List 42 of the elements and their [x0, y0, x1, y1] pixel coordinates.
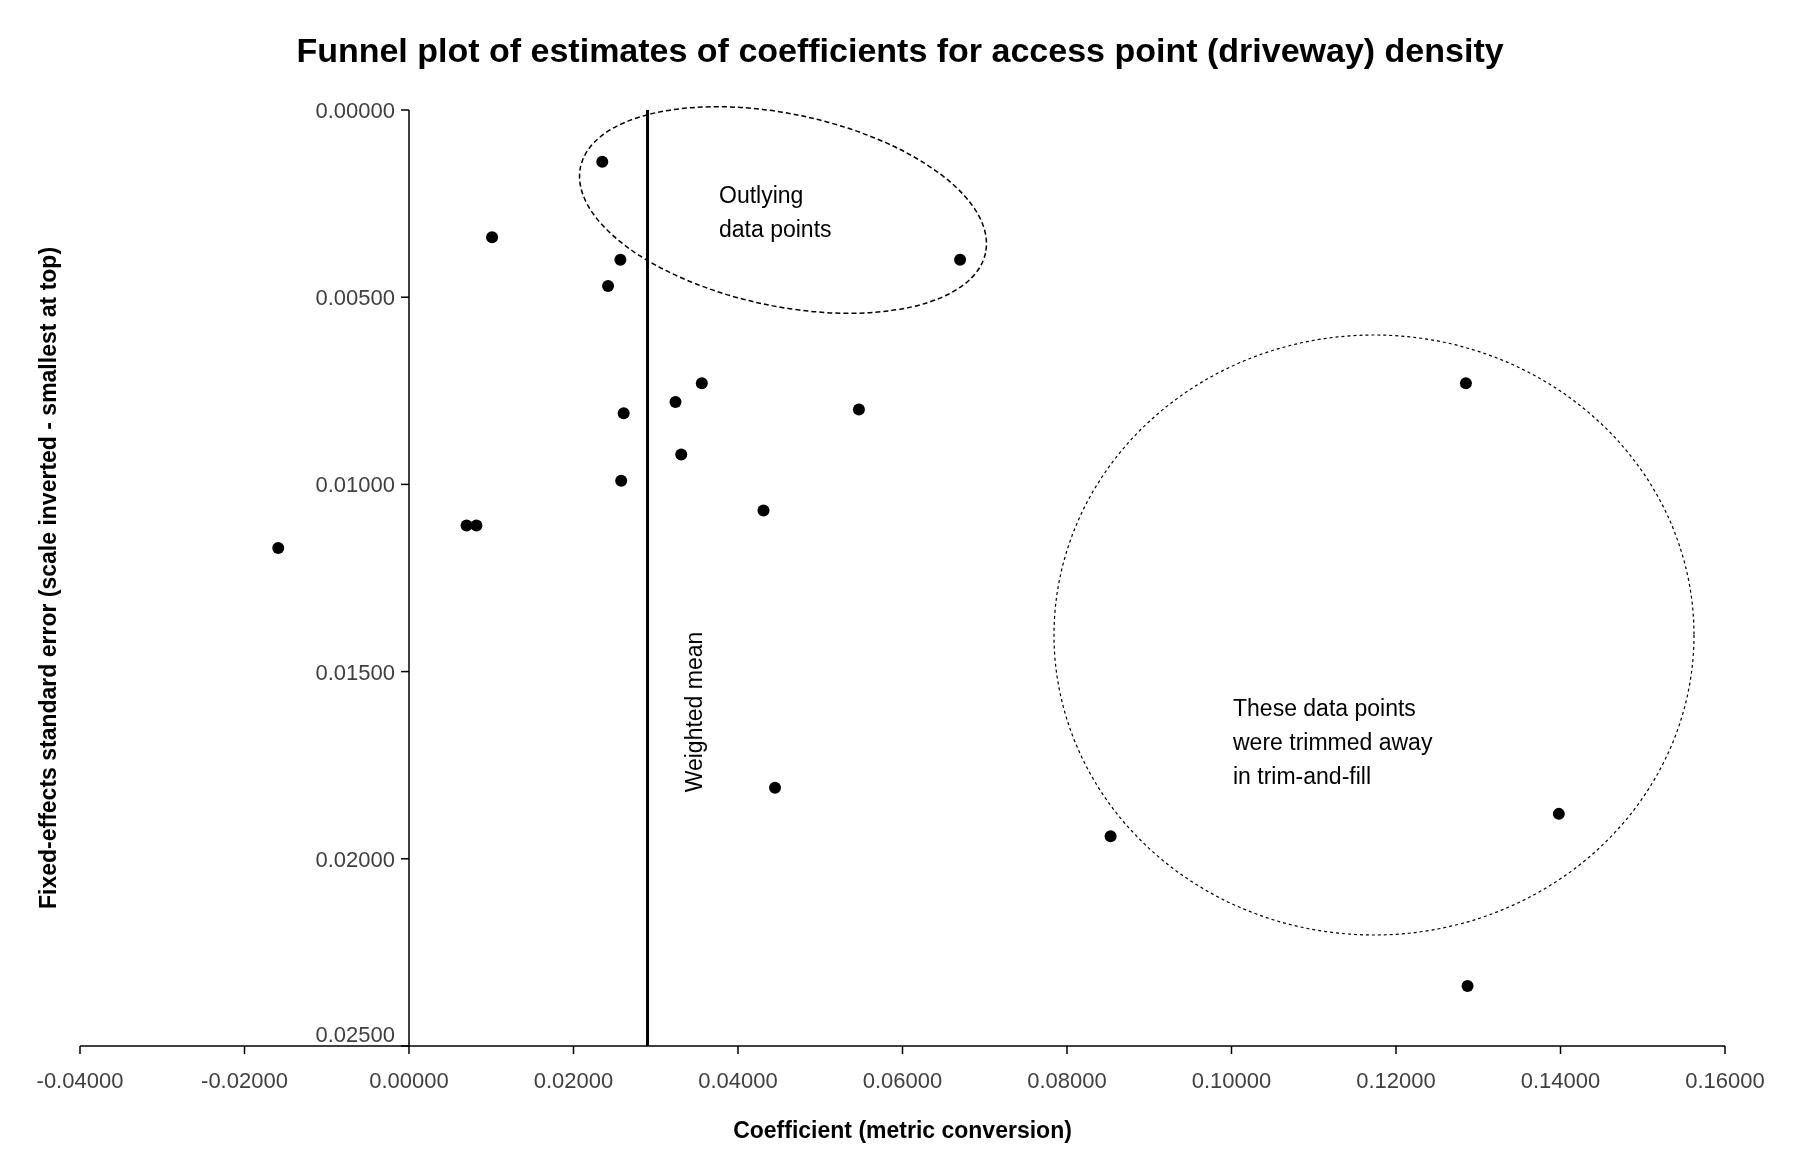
y-tick-label: 0.00000 [315, 98, 395, 123]
point [486, 231, 499, 244]
y-tick-label: 0.01000 [315, 472, 395, 498]
annotation: These data points were trimmed away in trim-and-fill [1232, 695, 1433, 789]
y-tick-label: 0.01500 [315, 659, 395, 685]
x-tick-label: 0.14000 [1520, 1068, 1601, 1093]
point [614, 253, 627, 266]
point [1104, 830, 1117, 843]
point [669, 396, 682, 409]
x-tick-label: 0.02000 [533, 1068, 614, 1093]
chart-title: Funnel plot of estimates of coefficients for access point (driveway) density [296, 31, 1504, 69]
point [954, 253, 967, 266]
point [615, 474, 628, 487]
point [1552, 807, 1565, 820]
x-axis-title: Coefficient (metric conversion) [733, 1117, 1072, 1143]
x-tick-label: 0.06000 [862, 1068, 943, 1093]
x-tick-label: -0.02000 [201, 1068, 288, 1093]
point [675, 448, 688, 461]
point [852, 403, 865, 416]
point [695, 377, 708, 390]
point [1461, 980, 1474, 993]
ref-line-label: Weighted mean [680, 631, 707, 793]
y-tick-label: 0.00500 [315, 285, 395, 311]
y-axis-title: Fixed-effects standard error (scale inverted - smallest at top) [35, 246, 61, 910]
x-tick-label: 0.08000 [1027, 1068, 1107, 1093]
point [596, 155, 609, 168]
y-tick-label: 0.02500 [315, 1022, 395, 1047]
x-tick-label: 0.04000 [698, 1068, 778, 1093]
point [602, 279, 615, 292]
x-tick-label: -0.04000 [36, 1068, 124, 1093]
point [757, 504, 770, 517]
point [617, 407, 630, 420]
point [470, 519, 483, 532]
x-tick-label: 0.00000 [369, 1068, 449, 1093]
point [769, 781, 782, 794]
x-tick-label: 0.10000 [1191, 1068, 1272, 1093]
annotation: Outlying data points [719, 182, 832, 242]
x-tick-label: 0.16000 [1685, 1068, 1765, 1093]
point [272, 542, 285, 555]
x-tick-label: 0.12000 [1356, 1068, 1436, 1093]
y-tick-label: 0.02000 [315, 846, 395, 872]
point [1459, 377, 1472, 390]
